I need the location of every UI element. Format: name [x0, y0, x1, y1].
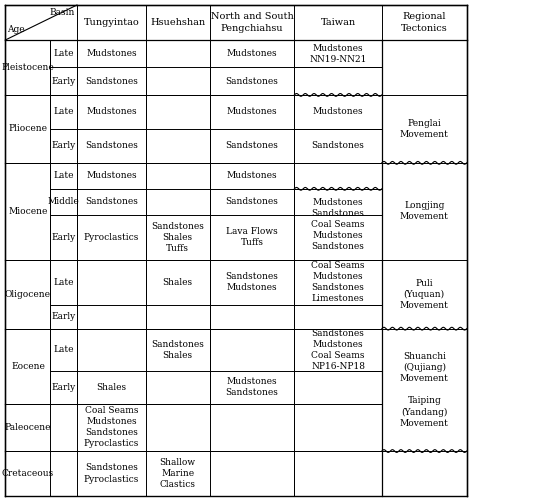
Text: Mudstones: Mudstones	[227, 107, 277, 116]
Text: Pleistocene: Pleistocene	[2, 63, 54, 72]
Text: Late: Late	[54, 345, 74, 354]
Text: Sandstones
Mudstones
Coal Seams
NP16-NP18: Sandstones Mudstones Coal Seams NP16-NP1…	[311, 329, 365, 371]
Text: Early: Early	[51, 383, 76, 392]
Text: Mudstones: Mudstones	[86, 107, 137, 116]
Text: Sandstones: Sandstones	[85, 197, 138, 206]
Text: Taiwan: Taiwan	[320, 18, 355, 27]
Text: Hsuehshan: Hsuehshan	[150, 18, 205, 27]
Text: Tungyintao: Tungyintao	[83, 18, 140, 27]
Text: Miocene: Miocene	[8, 207, 48, 216]
Text: Sandstones
Mudstones: Sandstones Mudstones	[226, 272, 279, 292]
Text: Sandstones: Sandstones	[85, 77, 138, 86]
Text: Sandstones
Shales
Tuffs: Sandstones Shales Tuffs	[151, 221, 204, 253]
Text: Pliocene: Pliocene	[9, 124, 48, 133]
Text: Late: Late	[54, 171, 74, 180]
Text: Late: Late	[54, 107, 74, 116]
Text: Sandstones: Sandstones	[85, 141, 138, 150]
Text: Sandstones: Sandstones	[226, 77, 279, 86]
Text: Sandstones: Sandstones	[226, 141, 279, 150]
Text: Oligocene: Oligocene	[5, 290, 51, 299]
Text: Early: Early	[51, 312, 76, 321]
Text: Shuanchi
(Qujiang)
Movement

Taiping
(Yandang)
Movement: Shuanchi (Qujiang) Movement Taiping (Yan…	[400, 352, 448, 428]
Text: Regional
Tectonics: Regional Tectonics	[401, 13, 447, 33]
Text: Pyroclastics: Pyroclastics	[84, 233, 139, 242]
Text: Shales: Shales	[96, 383, 127, 392]
Text: Basin: Basin	[49, 8, 75, 17]
Text: Sandstones: Sandstones	[226, 197, 279, 206]
Text: Early: Early	[51, 233, 76, 242]
Text: Mudstones: Mudstones	[313, 107, 364, 116]
Text: Coal Seams
Mudstones
Sandstones
Limestones: Coal Seams Mudstones Sandstones Limeston…	[312, 261, 365, 304]
Text: Late: Late	[54, 278, 74, 287]
Text: Shallow
Marine
Clastics: Shallow Marine Clastics	[160, 458, 196, 489]
Text: Mudstones: Mudstones	[227, 171, 277, 180]
Text: Mudstones: Mudstones	[227, 49, 277, 58]
Text: Sandstones
Shales: Sandstones Shales	[151, 340, 204, 360]
Text: Mudstones: Mudstones	[86, 171, 137, 180]
Text: Paleocene: Paleocene	[5, 423, 51, 432]
Text: Middle: Middle	[48, 197, 80, 206]
Text: Early: Early	[51, 141, 76, 150]
Text: Sandstones: Sandstones	[312, 141, 365, 150]
Text: Eocene: Eocene	[11, 362, 45, 371]
Text: Age: Age	[8, 25, 25, 34]
Text: Coal Seams
Mudstones
Sandstones
Pyroclastics: Coal Seams Mudstones Sandstones Pyroclas…	[84, 406, 139, 448]
Text: Early: Early	[51, 77, 76, 86]
Text: Lava Flows
Tuffs: Lava Flows Tuffs	[226, 227, 278, 247]
Text: Mudstones
Sandstones: Mudstones Sandstones	[226, 377, 279, 397]
Text: Mudstones
Sandstones
Coal Seams
Mudstones
Sandstones: Mudstones Sandstones Coal Seams Mudstone…	[312, 197, 365, 251]
Text: Puli
(Yuquan)
Movement: Puli (Yuquan) Movement	[400, 279, 448, 310]
Text: Shales: Shales	[163, 278, 193, 287]
Text: Late: Late	[54, 49, 74, 58]
Text: Mudstones
NN19-NN21: Mudstones NN19-NN21	[309, 44, 367, 64]
Text: Penglai
Movement: Penglai Movement	[400, 119, 448, 139]
Text: Sandstones
Pyroclastics: Sandstones Pyroclastics	[84, 463, 139, 483]
Text: North and South
Pengchiahsu: North and South Pengchiahsu	[210, 13, 293, 33]
Text: Cretaceous: Cretaceous	[2, 469, 54, 478]
Text: Longjing
Movement: Longjing Movement	[400, 201, 448, 221]
Text: Mudstones: Mudstones	[86, 49, 137, 58]
